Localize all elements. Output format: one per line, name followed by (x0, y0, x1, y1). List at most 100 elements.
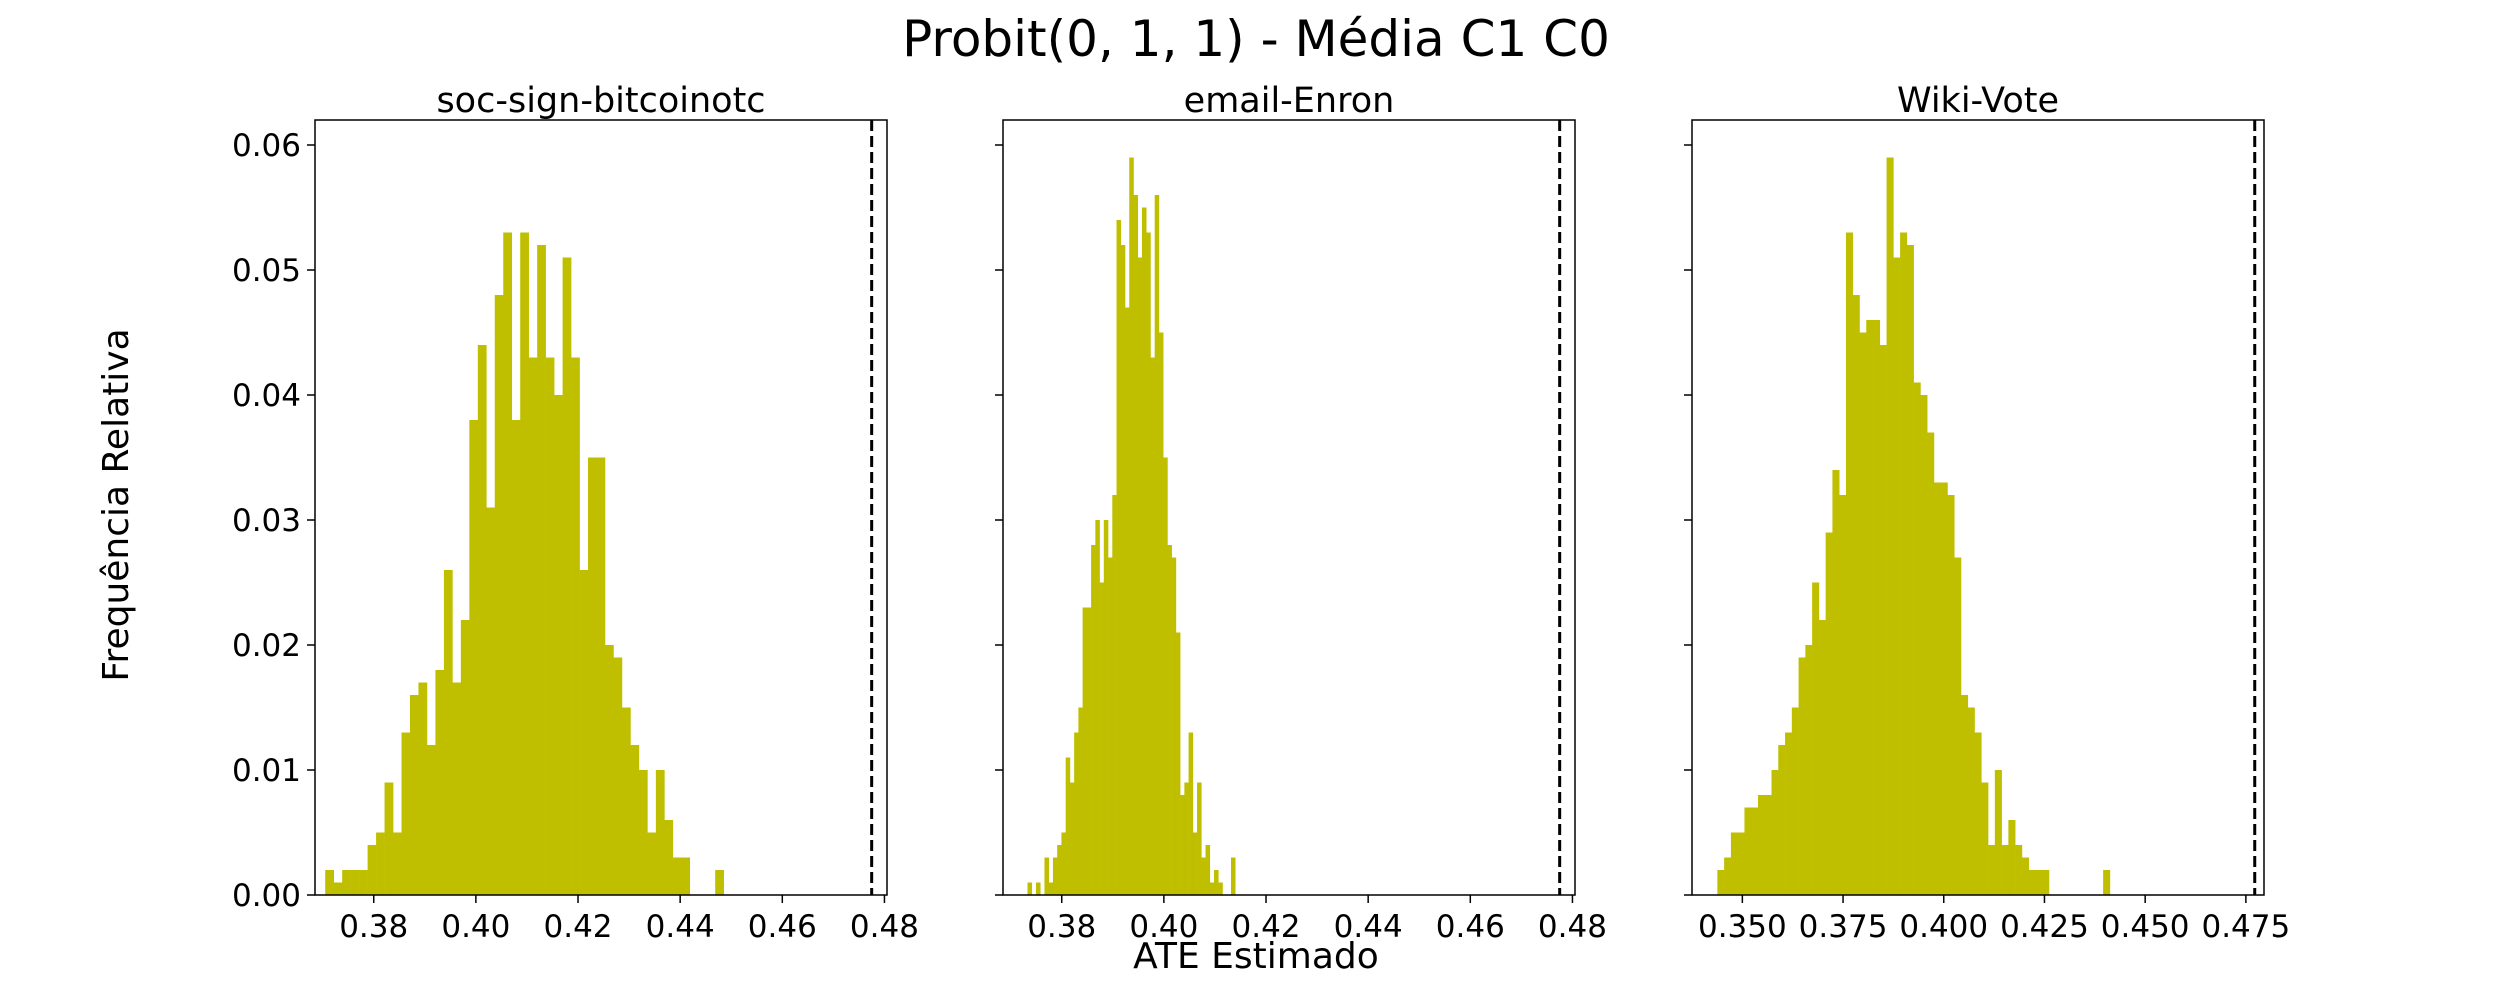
histogram-bar (1129, 157, 1134, 895)
histogram-bar (1065, 757, 1071, 895)
histogram-bar (545, 357, 555, 895)
histogram-bar (1791, 707, 1799, 895)
histogram-bar (1082, 607, 1088, 895)
histogram-bar (2001, 845, 2009, 895)
subplot-title: Wiki-Vote (1897, 81, 2059, 121)
x-tick-label: 0.44 (646, 909, 715, 945)
histogram-bar (460, 620, 470, 895)
histogram-bar (672, 857, 682, 895)
histogram-bar (1146, 232, 1151, 895)
x-tick-label: 0.40 (441, 909, 510, 945)
histogram-bar (452, 682, 462, 895)
histogram-bar (1086, 607, 1092, 895)
histogram-bar (1717, 870, 1725, 895)
subplot-3: Wiki-Vote 0.350 0.375 0.400 0.425 0.450 0.475 (1684, 81, 2290, 945)
subplot-panels: soc-sign-bitcoinotc 0.38 0.40 0.42 0.44 0.46 0… (232, 81, 2290, 945)
histogram-bar (1027, 882, 1033, 895)
histogram-bar (1125, 307, 1130, 895)
histogram-bar (1209, 882, 1215, 895)
y-tick-label: 0.04 (232, 378, 301, 414)
histogram-bar (579, 570, 589, 895)
histogram-bar (562, 257, 572, 895)
histogram-bar (1988, 845, 1996, 895)
histogram-bar (418, 682, 428, 895)
histogram-bar (401, 732, 411, 895)
histogram-bar (1167, 545, 1172, 895)
histogram-bar (1057, 845, 1062, 895)
histogram-bar (1737, 832, 1745, 895)
x-tick-label: 0.42 (544, 909, 613, 945)
histogram-bar (1771, 770, 1779, 895)
histogram-bar (1201, 857, 1206, 895)
histogram-bar (613, 657, 623, 895)
histogram-bar (511, 420, 521, 895)
histogram-bar (1825, 532, 1833, 895)
histogram-bar (1866, 320, 1874, 895)
y-tick-label: 0.02 (232, 628, 301, 664)
histogram-bar (409, 695, 419, 895)
histogram-bar (333, 882, 343, 895)
histogram-bar (1751, 807, 1759, 895)
y-tick-label: 0.06 (232, 128, 301, 164)
histogram-bar (1785, 732, 1793, 895)
histogram-bar (1906, 245, 1914, 895)
plot-frame (1691, 119, 2265, 896)
histogram-bar (1845, 232, 1854, 895)
histogram-bar (2042, 870, 2050, 895)
histogram-bar (2008, 820, 2016, 895)
x-tick-label: 0.38 (339, 909, 408, 945)
histogram-bar (681, 857, 691, 895)
histogram-bar (596, 457, 606, 895)
histogram-bar (1184, 782, 1189, 895)
histogram-bar (1933, 482, 1941, 895)
histogram-bar (486, 507, 496, 895)
histogram-bar (1730, 832, 1738, 895)
x-tick-label: 0.48 (850, 909, 919, 945)
histogram-bar (1812, 582, 1820, 895)
histogram-bar (2015, 845, 2023, 895)
histogram-bar (1150, 357, 1155, 895)
histogram-bar (571, 357, 580, 895)
subplot-1: soc-sign-bitcoinotc 0.38 0.40 0.42 0.44 0.46 0… (232, 81, 919, 945)
x-tick-label: 0.42 (1232, 909, 1301, 945)
histogram-bar (367, 845, 377, 895)
histogram-bar (1974, 732, 1982, 895)
histogram-bar (664, 820, 674, 895)
histogram-bar (342, 870, 351, 895)
histogram-bar (1778, 745, 1786, 895)
x-tick-label: 0.48 (1538, 909, 1607, 945)
histogram-bar (1893, 257, 1901, 895)
histogram-bar (1175, 632, 1181, 895)
histogram-bar (494, 295, 504, 895)
histogram-bars (325, 232, 724, 895)
figure-suptitle: Probit(0, 1, 1) - Média C1 C0 (902, 10, 1610, 68)
histogram-bar (1188, 732, 1194, 895)
histogram-bar (1954, 557, 1962, 895)
histogram-bar (1052, 857, 1058, 895)
subplot-title: email-Enron (1184, 81, 1395, 121)
histogram-bar (2103, 870, 2111, 895)
x-tick-label: 0.46 (1436, 909, 1505, 945)
histogram-bar (1120, 245, 1126, 895)
histogram-bar (1116, 220, 1122, 895)
histogram-bar (1947, 495, 1955, 895)
histogram-bar (1137, 257, 1143, 895)
histogram-bar (638, 770, 648, 895)
histogram-bar (1818, 620, 1826, 895)
histogram-bar (1192, 832, 1198, 895)
histogram-bar (350, 870, 360, 895)
histogram-bar (1154, 195, 1160, 895)
histogram-bar (325, 870, 334, 895)
histogram-bar (1205, 845, 1211, 895)
x-tick-label: 0.475 (2201, 909, 2290, 945)
histogram-bar (604, 645, 614, 895)
histogram-bar (393, 832, 402, 895)
histogram-bar (503, 232, 513, 895)
histogram-bar (1044, 857, 1050, 895)
histogram-bar (1112, 495, 1117, 895)
histogram-bar (588, 457, 597, 895)
histogram-bar (1069, 782, 1075, 895)
x-tick-label: 0.38 (1027, 909, 1096, 945)
histogram-bar (1913, 382, 1921, 895)
